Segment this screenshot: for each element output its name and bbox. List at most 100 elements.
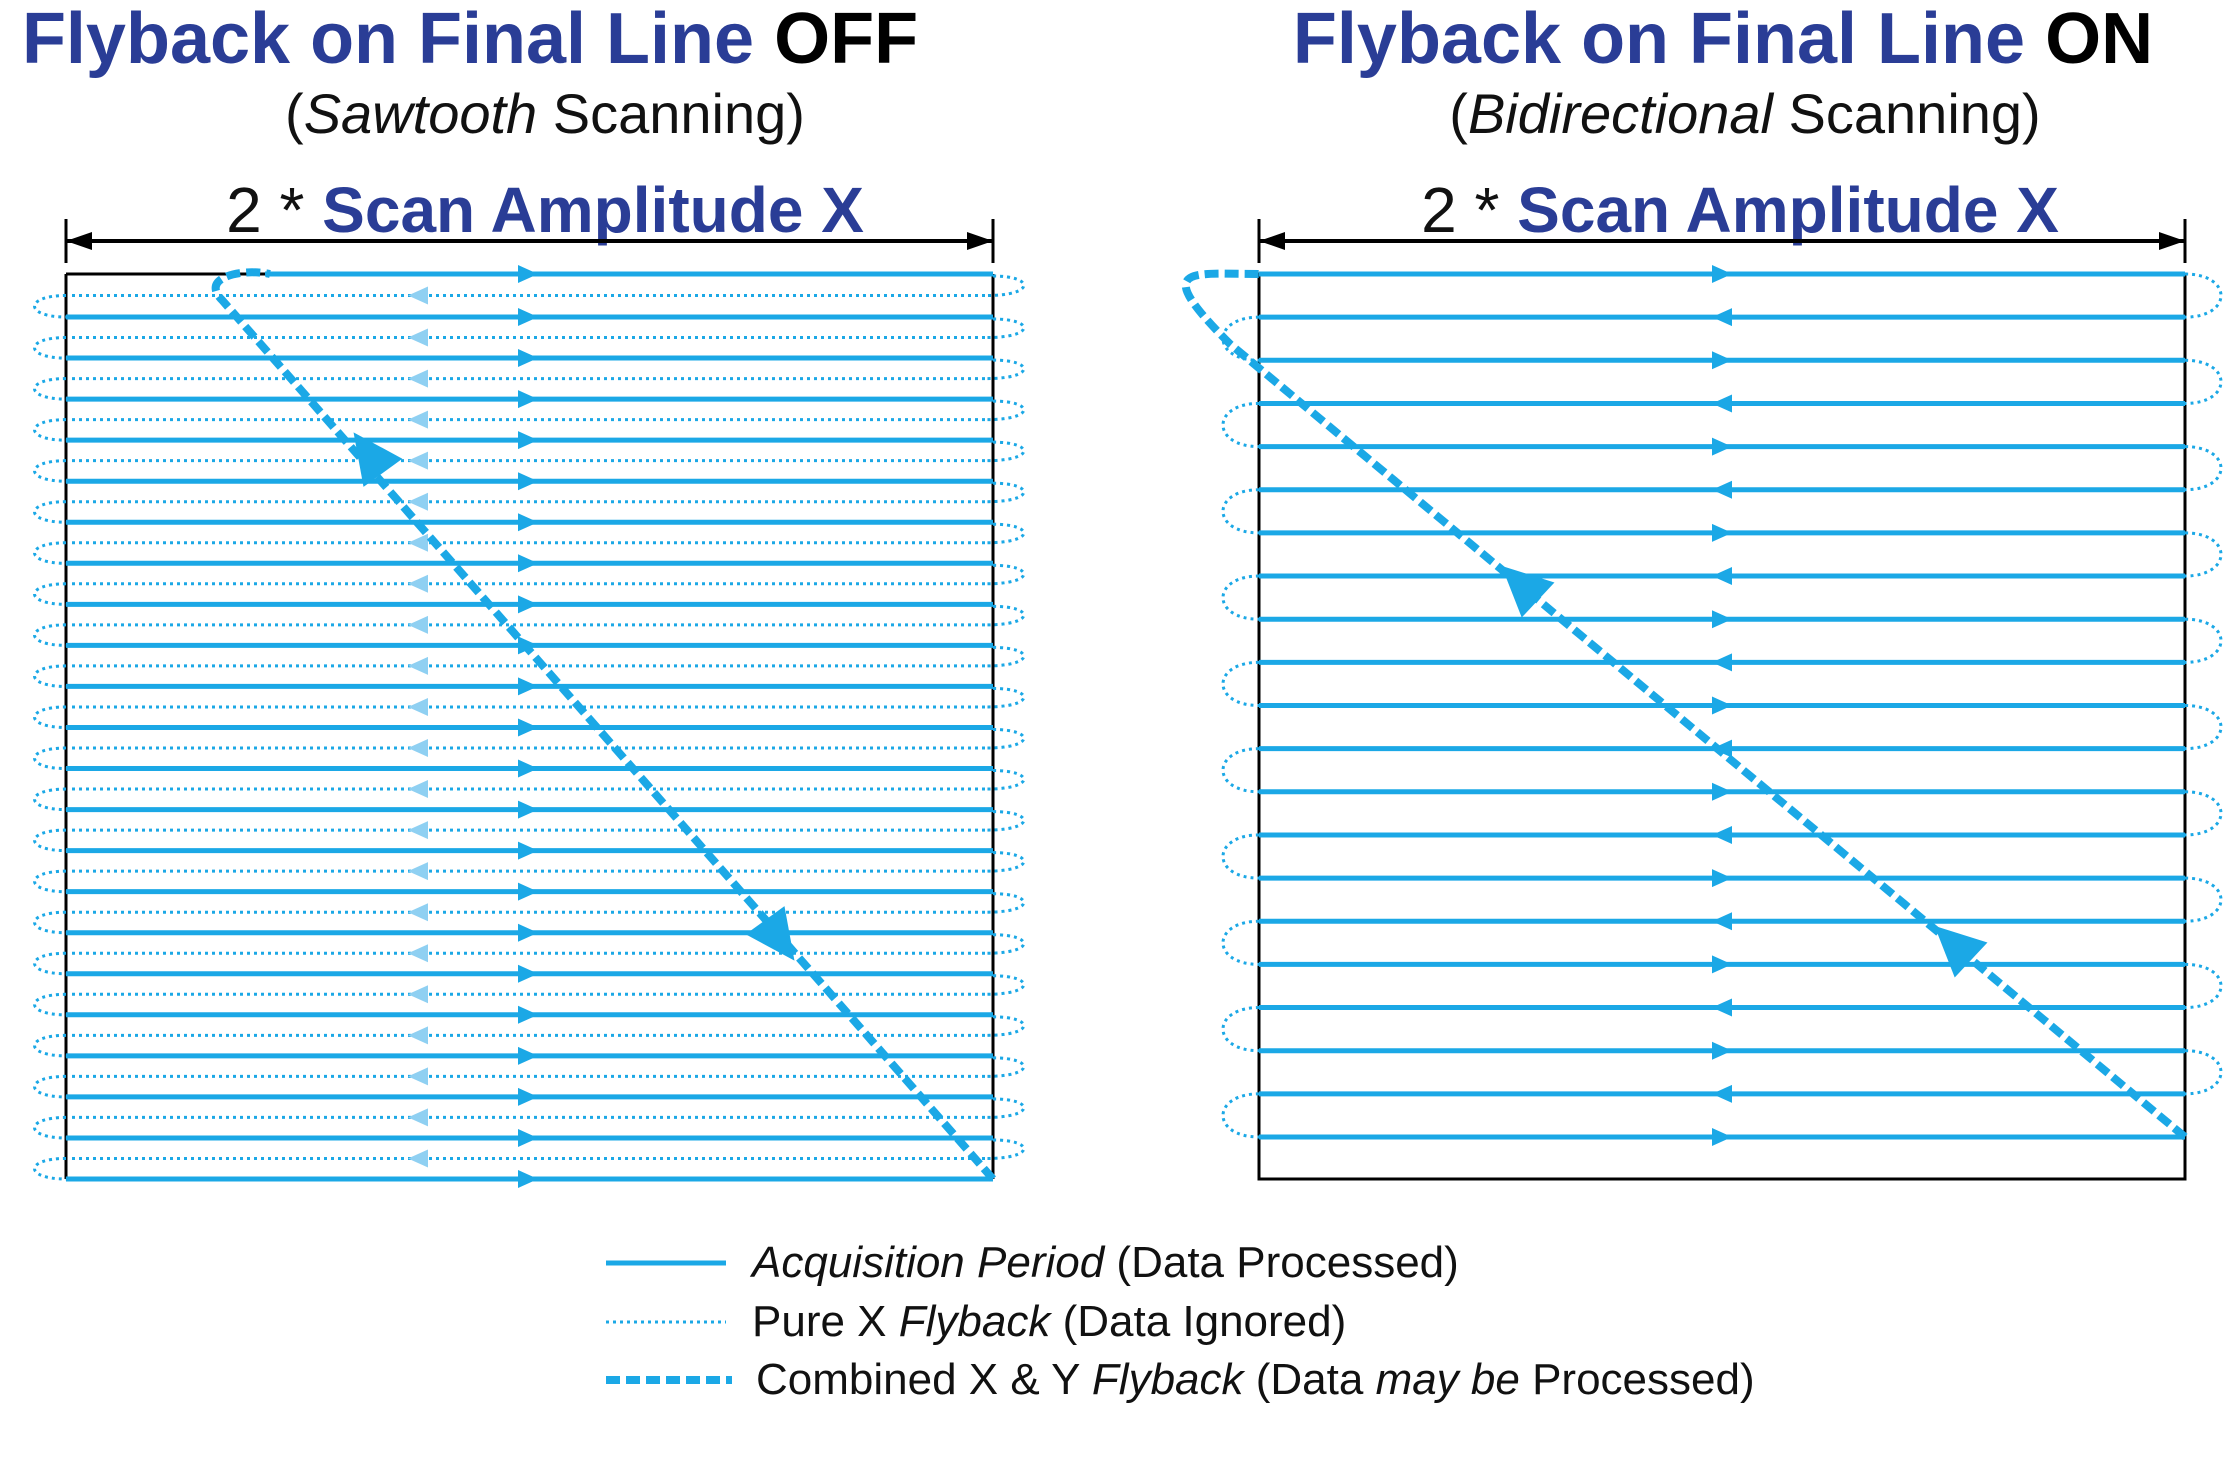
right-subtitle-open: ( (1449, 82, 1468, 145)
right-subtitle-rest: Scanning) (1773, 82, 2041, 145)
left-scan-arrow (518, 1005, 538, 1024)
left-scan-arrow (518, 308, 538, 326)
right-turnaround-loop (2184, 445, 2223, 492)
left-flyback-left-loop (33, 1156, 67, 1181)
left-scan-arrow (518, 431, 538, 450)
legend-pure-flyback-label: Pure X Flyback (Data Ignored) (752, 1297, 1346, 1346)
left-side-turnaround-loop (1221, 1092, 1260, 1139)
left-flyback-left-loop (33, 992, 67, 1017)
left-flyback-arrow (408, 286, 428, 305)
left-scan-arrow (518, 923, 538, 942)
left-amplitude-text: Scan Amplitude X (322, 174, 864, 246)
right-combined-flyback-arrow-low-head (1934, 925, 1988, 978)
right-dimension-left-head (1259, 232, 1285, 250)
left-side-turnaround-loop (1221, 401, 1260, 449)
right-turnaround-loop (2184, 704, 2223, 751)
left-side-turnaround-loop (1221, 919, 1260, 966)
right-scan-arrow (1712, 1084, 1732, 1103)
left-scan-arrow (518, 554, 538, 573)
left-flyback-arrow (408, 328, 428, 347)
left-flyback-left-loop (33, 1033, 67, 1058)
right-scan-arrow (1712, 998, 1732, 1017)
right-title-state: ON (2045, 0, 2153, 79)
left-flyback-arrow (408, 369, 428, 388)
right-scan-arrow (1712, 351, 1732, 370)
left-combined-flyback-arrow-up (353, 432, 403, 487)
left-dimension-left-head (66, 232, 92, 250)
left-scan-arrow (518, 882, 538, 901)
right-turnaround-loop (2184, 876, 2223, 923)
right-scan-arrow (1712, 869, 1732, 888)
right-scan-arrow (1712, 567, 1732, 586)
right-panel-title: Flyback on Final Line ON (1293, 0, 2153, 79)
right-turnaround-loop (2184, 790, 2223, 837)
left-flyback-left-loop (33, 459, 67, 483)
left-flyback-arrow (408, 451, 428, 470)
right-amplitude-text: Scan Amplitude X (1517, 174, 2059, 246)
left-flyback-left-loop (33, 1074, 67, 1099)
left-amplitude-prefix: 2 * (226, 174, 322, 246)
right-subtitle-italic: Bidirectional (1468, 82, 1775, 145)
right-amplitude-label: 2 * Scan Amplitude X (1421, 174, 2059, 246)
left-side-turnaround-loop (1221, 1006, 1260, 1053)
left-scan-arrow (518, 718, 538, 737)
left-flyback-left-loop (33, 828, 67, 853)
right-turnaround-loop (2184, 272, 2223, 319)
left-amplitude-label: 2 * Scan Amplitude X (226, 174, 864, 246)
left-side-turnaround-loop (1221, 660, 1260, 707)
left-flyback-left-loop (33, 582, 67, 606)
left-flyback-arrow (408, 1067, 428, 1086)
legend-combined-flyback-plain: Combined X & Y (756, 1355, 1092, 1404)
right-turnaround-loop (2184, 617, 2223, 664)
left-side-turnaround-loop (1221, 574, 1260, 621)
right-title-prefix: Flyback on Final Line (1293, 0, 2045, 79)
right-scan-arrow (1712, 610, 1732, 629)
right-turnaround-loop (2184, 962, 2223, 1010)
left-scan-arrow (518, 1128, 538, 1147)
right-dimension-right-head (2159, 232, 2185, 250)
left-flyback-left-loop (33, 910, 67, 935)
left-flyback-left-loop (33, 787, 67, 812)
left-flyback-left-loop (33, 336, 67, 360)
left-flyback-left-loop (33, 705, 67, 729)
right-combined-flyback-path (1181, 269, 2188, 1141)
left-flyback-left-loop (33, 294, 67, 319)
left-combined-flyback-arrow-down (745, 906, 795, 961)
left-subtitle-open: ( (285, 82, 304, 145)
legend-pure-flyback-rest: (Data Ignored) (1050, 1297, 1346, 1346)
right-scan-arrow (1712, 782, 1732, 801)
left-side-turnaround-loop (1221, 747, 1260, 794)
left-flyback-arrow (408, 903, 428, 922)
right-scan-arrow (1712, 480, 1732, 499)
left-scan-arrow (518, 513, 538, 532)
legend-acquisition-italic: Acquisition Period (749, 1238, 1106, 1287)
legend-combined-flyback-rest: Processed) (1520, 1355, 1755, 1404)
right-scan-arrow (1712, 696, 1732, 715)
left-flyback-left-loop (33, 377, 67, 401)
left-scan-arrow (518, 759, 538, 778)
left-subtitle-rest: Scanning) (537, 82, 805, 145)
left-flyback-left-loop (33, 951, 67, 976)
right-scan-arrow (1712, 825, 1732, 844)
right-frame (1257, 272, 2187, 1181)
legend-combined-flyback-middle: (Data (1244, 1355, 1376, 1404)
left-flyback-arrow (408, 697, 428, 716)
left-flyback-left-loop (33, 623, 67, 647)
left-amplitude-dimension-arrow (64, 219, 995, 263)
left-flyback-arrow (408, 944, 428, 963)
left-side-turnaround-loop (1221, 833, 1260, 880)
left-subtitle-italic: Sawtooth (304, 82, 538, 145)
left-title-prefix: Flyback on Final Line (22, 0, 774, 79)
left-flyback-arrow (408, 574, 428, 593)
right-scan-arrow (1712, 1041, 1732, 1060)
legend-acquisition-label: Acquisition Period (Data Processed) (749, 1238, 1459, 1287)
left-flyback-arrow (408, 615, 428, 634)
legend-pure-flyback-italic: Flyback (899, 1297, 1053, 1346)
left-scan-arrow (518, 1170, 538, 1188)
left-panel-title: Flyback on Final Line OFF (22, 0, 918, 79)
left-flyback-arrow (408, 821, 428, 840)
left-flyback-left-loop (33, 664, 67, 688)
right-turnaround-loop (2184, 358, 2223, 405)
left-flyback-arrow (408, 1026, 428, 1045)
left-scan-arrow (518, 1046, 538, 1065)
